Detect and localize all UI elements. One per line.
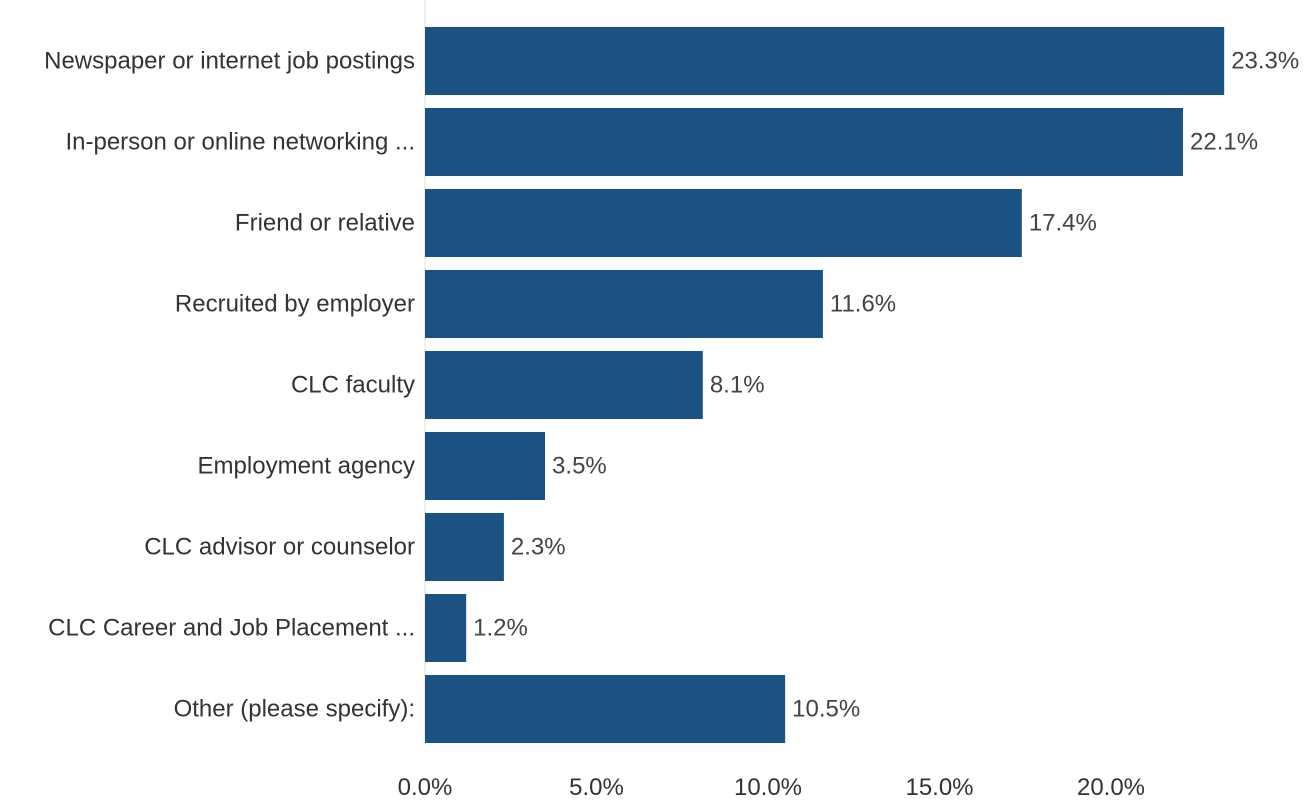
value-labels: 23.3% 22.1% 17.4% 11.6% 8.1% 3.5% 2.3% 1.2% 10.5… (473, 48, 1299, 723)
value-label-4: 8.1% (710, 372, 765, 399)
bar-7 (425, 594, 467, 662)
value-label-7: 1.2% (473, 615, 528, 642)
x-tick-labels: 0.0% 5.0% 10.0% 15.0% 20.0% (398, 774, 1145, 801)
category-label-6: CLC advisor or counselor (144, 534, 415, 561)
bar-8 (425, 675, 786, 743)
value-label-0: 23.3% (1231, 48, 1299, 75)
category-label-0: Newspaper or internet job postings (44, 48, 415, 75)
category-label-4: CLC faculty (291, 372, 415, 399)
category-label-5: Employment agency (198, 453, 415, 480)
category-label-7: CLC Career and Job Placement ... (48, 615, 415, 642)
category-label-3: Recruited by employer (175, 291, 415, 318)
category-labels: Newspaper or internet job postings In-per… (44, 48, 415, 723)
bar-0 (425, 27, 1225, 95)
bars-layer (425, 27, 1225, 743)
value-label-3: 11.6% (830, 291, 896, 318)
bar-3 (425, 270, 823, 338)
bar-2 (425, 189, 1022, 257)
value-label-2: 17.4% (1029, 210, 1097, 237)
value-label-6: 2.3% (511, 534, 566, 561)
value-label-5: 3.5% (552, 453, 607, 480)
bar-4 (425, 351, 703, 419)
bar-1 (425, 108, 1184, 176)
category-label-8: Other (please specify): (174, 696, 415, 723)
bar-5 (425, 432, 546, 500)
category-label-1: In-person or online networking ... (65, 129, 415, 156)
x-tick-label-1: 5.0% (569, 774, 624, 801)
x-tick-label-3: 15.0% (905, 774, 973, 801)
category-label-2: Friend or relative (235, 210, 415, 237)
value-label-8: 10.5% (792, 696, 860, 723)
x-tick-label-2: 10.0% (734, 774, 802, 801)
bar-6 (425, 513, 504, 581)
x-tick-label-0: 0.0% (398, 774, 453, 801)
x-tick-label-4: 20.0% (1077, 774, 1145, 801)
value-label-1: 22.1% (1190, 129, 1258, 156)
